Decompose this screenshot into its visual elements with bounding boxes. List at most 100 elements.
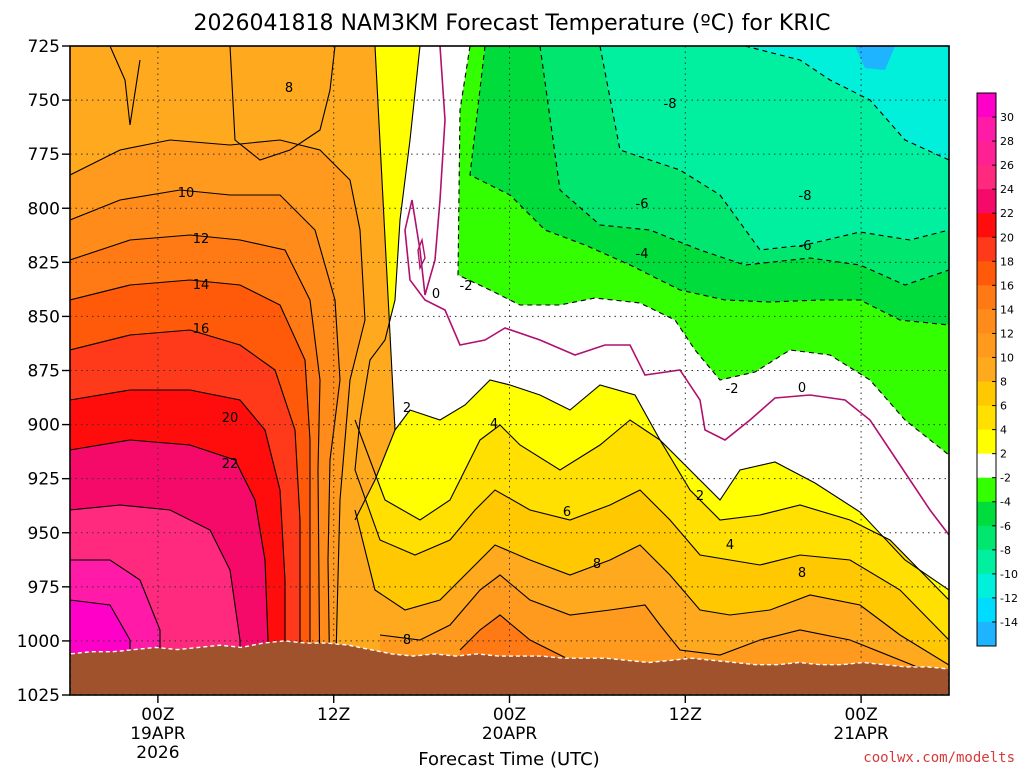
x-tick-label: 12Z [669,705,702,725]
contour-label: 8 [593,557,601,572]
contour-minus8 [599,46,949,251]
colorbar-frame [976,92,997,647]
colorbar-label: 30 [1000,111,1014,124]
colorbar-label: 20 [1000,231,1014,244]
contour-2-upper [354,46,421,471]
y-tick-label: 900 [28,416,60,436]
contour-2-lower [394,379,949,591]
contour-zero-island [417,237,426,271]
colorbar-label: -2 [1000,472,1011,485]
contour-minus6 [539,46,949,286]
contour-zero [404,46,949,536]
contour-label: -4 [636,247,649,262]
x-tick-label: 2026 [136,743,179,763]
colorbar-label: 28 [1000,135,1014,148]
contour-4 [354,419,949,601]
colorbar-swatch [977,141,996,166]
colorbar-swatch [977,525,996,551]
contour-18 [70,329,301,695]
colorbar-swatch [977,621,996,647]
contour-label: 2 [696,489,704,504]
colorbar-swatch [977,333,996,358]
contour-label: 0 [798,381,806,396]
contour-16 [70,279,311,695]
contour-label: -2 [460,279,473,294]
colorbar-swatch [977,429,996,455]
y-tick-label: 950 [28,524,60,544]
contour-10-lower [379,574,949,681]
colorbar-swatch [977,549,996,575]
colorbar: 30 28 26 24 22 20 18 16 14 12 10 8 6 4 2 -2 -4 -6 -8 -10 -12… [976,92,1018,647]
colorbar-label: 18 [1000,255,1014,268]
band-minus10-to-minus14 [745,46,949,160]
contour-label: 8 [403,633,411,648]
contour-label: 4 [726,538,734,553]
y-tick-label: 725 [28,37,60,57]
gridlines [70,46,949,695]
contour-6 [354,469,949,641]
contour-8-upper-detail [109,46,336,161]
colorbar-label: 2 [1000,448,1007,461]
colorbar-label: 6 [1000,400,1007,413]
colorbar-swatch [977,573,996,599]
contour-label: 14 [193,278,210,293]
contour-20 [70,389,286,695]
band-minus4-to-minus6 [470,46,949,325]
colorbar-swatch [977,309,996,334]
y-tick-label: 1025 [17,686,60,706]
colorbar-swatch [977,597,996,623]
contour-label: -8 [799,189,812,204]
colorbar-label: 22 [1000,207,1014,220]
contour-label: 8 [285,81,293,96]
contour-label: 4 [490,417,498,432]
x-tick-label: 20APR [482,724,538,744]
contour-label: -2 [726,382,739,397]
colorbar-swatch [977,213,996,238]
colorbar-swatch [977,261,996,286]
contour-14 [70,234,321,695]
chart-title: 2026041818 NAM3KM Forecast Temperature (… [194,11,831,36]
colorbar-label: 12 [1000,327,1014,340]
x-tick-label: 00Z [493,705,526,725]
contour-label: 6 [563,505,571,520]
contour-22 [70,439,271,695]
contour-label: 2 [403,401,411,416]
x-tick-label: 21APR [833,724,889,744]
contour-8-lower [354,509,949,666]
y-tick-label: 750 [28,91,60,111]
contour-12 [70,189,341,695]
band-minus12-to-minus14 [855,46,895,70]
colorbar-swatch [977,93,996,118]
terrain-surface [70,640,949,695]
colorbar-swatch [977,285,996,310]
contour-label: 16 [193,322,210,337]
contour-label: -6 [799,239,812,254]
y-tick-label: 975 [28,578,60,598]
x-tick-label: 00Z [141,705,174,725]
colorbar-label: 26 [1000,159,1014,172]
colorbar-swatch [977,381,996,406]
colorbar-label: -10 [1000,568,1018,581]
y-tick-label: 800 [28,199,60,219]
colorbar-swatch [977,477,996,503]
contour-label: 22 [222,457,239,472]
x-tick-label: 12Z [317,705,350,725]
colorbar-label: -14 [1000,616,1018,629]
y-axis: 725 750 775 800 825 850 875 900 925 950 975 1000 102… [17,37,70,706]
contour-minus2 [457,46,949,456]
colorbar-label: -12 [1000,592,1018,605]
y-tick-label: 925 [28,470,60,490]
colorbar-swatch [977,189,996,214]
contour-24 [70,504,241,695]
colorbar-label: 14 [1000,303,1014,316]
contour-lines [70,46,949,695]
colorbar-label: 16 [1000,279,1014,292]
contour-minus10 [744,46,949,161]
colorbar-label: 4 [1000,424,1007,437]
colorbar-label: -4 [1000,496,1011,509]
y-tick-label: 875 [28,362,60,382]
